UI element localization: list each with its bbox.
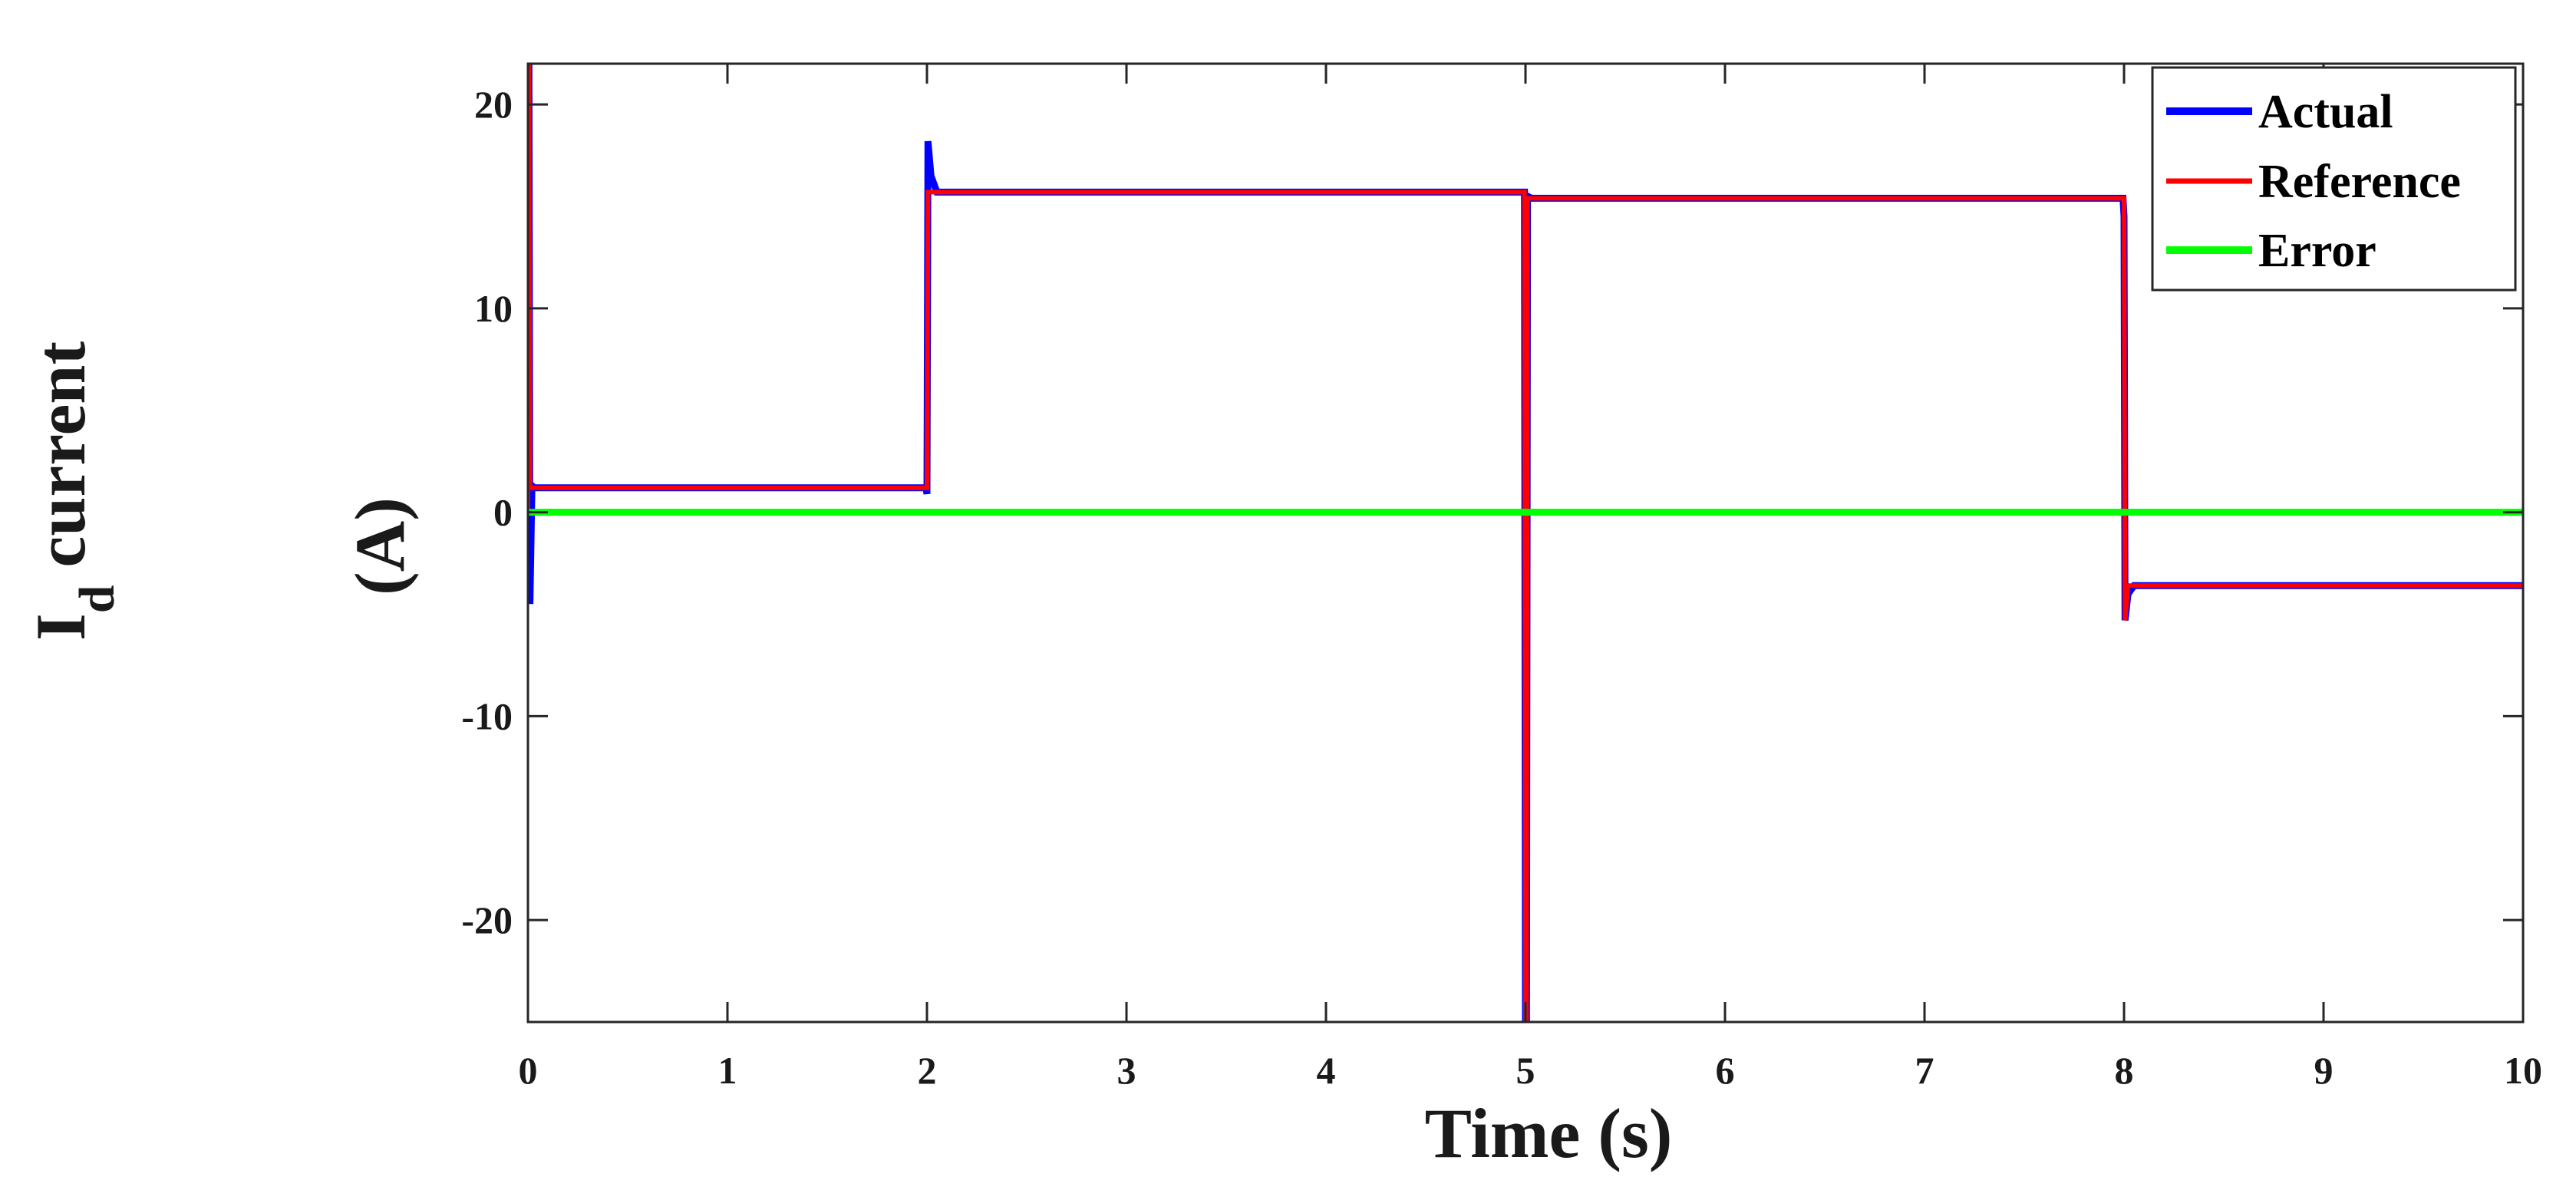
x-tick-label: 10 xyxy=(2504,1049,2542,1092)
x-tick-label: 3 xyxy=(1117,1049,1136,1092)
y-tick-label: 10 xyxy=(474,287,513,330)
y-tick-label: -10 xyxy=(461,694,513,737)
legend-label-reference: Reference xyxy=(2258,156,2461,208)
y-axis-title-rest: current xyxy=(21,341,100,585)
x-tick-label: 0 xyxy=(519,1049,538,1092)
ticks-layer: 0 1 2 3 4 5 6 7 8 9 10 20 10 0 -10 -20 xyxy=(461,64,2542,1092)
legend-label-actual: Actual xyxy=(2258,86,2393,138)
y-axis-title-subscript: d xyxy=(69,585,125,614)
y-axis-title: Id current xyxy=(21,341,125,641)
x-tick-label: 5 xyxy=(1516,1049,1535,1092)
x-axis-title: Time (s) xyxy=(1425,1094,1673,1172)
x-tick-label: 2 xyxy=(918,1049,937,1092)
x-tick-label: 1 xyxy=(718,1049,737,1092)
y-tick-label: 0 xyxy=(493,491,513,534)
x-tick-label: 4 xyxy=(1317,1049,1336,1092)
series-layer xyxy=(528,64,2523,1022)
x-tick-label: 8 xyxy=(2115,1049,2134,1092)
y-axis-unit: (A) xyxy=(341,497,419,595)
y-tick-label: 20 xyxy=(474,83,513,126)
legend: Actual Reference Error xyxy=(2151,66,2517,292)
series-line-reference xyxy=(528,64,2523,1022)
y-axis-title-main: I xyxy=(21,613,100,641)
x-tick-label: 9 xyxy=(2314,1049,2334,1092)
legend-label-error: Error xyxy=(2258,225,2376,277)
x-tick-label: 7 xyxy=(1915,1049,1934,1092)
x-tick-label: 6 xyxy=(1716,1049,1735,1092)
svg-text:Id current: Id current xyxy=(21,341,125,641)
y-tick-label: -20 xyxy=(461,898,513,941)
